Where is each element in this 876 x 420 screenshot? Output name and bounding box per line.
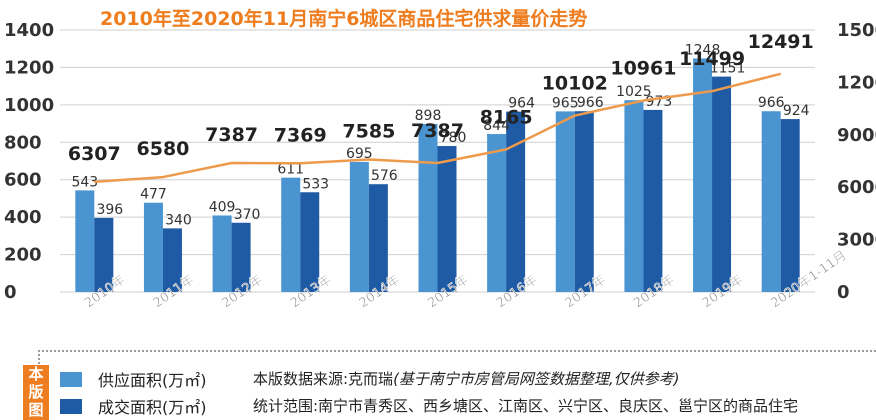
- bar-deal: [300, 192, 320, 292]
- left-axis-tick-label: 800: [4, 132, 42, 153]
- side-tag: 本 版 图: [23, 365, 49, 420]
- bar-supply: [212, 215, 232, 292]
- price-value-label: 10102: [542, 73, 608, 95]
- bar-deal: [368, 184, 388, 292]
- bar-deal: [437, 146, 457, 292]
- price-value-label: 6307: [68, 143, 121, 165]
- legend-label: 成交面积(万㎡): [98, 398, 207, 417]
- bar-value-label-supply: 695: [346, 146, 373, 162]
- bar-supply: [143, 202, 163, 292]
- bar-value-label-supply: 965: [552, 95, 579, 111]
- right-axis-tick-label: 15000: [837, 20, 876, 41]
- side-tag-char: 本: [28, 365, 44, 383]
- right-axis-tick-label: 6000: [837, 177, 876, 198]
- bar-supply: [281, 177, 301, 292]
- bar-value-label-supply: 477: [140, 187, 167, 203]
- bar-value-label-deal: 370: [234, 207, 261, 223]
- legend-swatch-deal: [60, 398, 82, 414]
- divider: [38, 350, 876, 352]
- bar-value-label-deal: 533: [302, 176, 329, 192]
- left-axis-tick-label: 0: [4, 282, 17, 303]
- bar-deal: [162, 228, 182, 292]
- source-detail: (基于南宁市房管局网签数据整理,仅供参考): [393, 370, 680, 388]
- bar-value-label-deal: 1151: [710, 61, 746, 77]
- left-axis-tick-label: 200: [4, 245, 42, 266]
- legend-swatch-supply: [60, 371, 82, 387]
- bar-deal: [506, 111, 526, 292]
- price-value-label: 7387: [205, 124, 258, 146]
- right-axis-tick-label: 0: [837, 282, 850, 303]
- legend-label: 供应面积(万㎡): [98, 371, 207, 390]
- right-axis-tick-label: 12000: [837, 72, 876, 93]
- legend-item-deal: 成交面积(万㎡): [60, 394, 207, 418]
- right-axis-tick-label: 3000: [837, 230, 876, 251]
- price-value-label: 6580: [137, 138, 190, 160]
- price-value-label: 7369: [274, 124, 327, 146]
- bar-supply: [418, 123, 438, 293]
- price-value-label: 12491: [748, 31, 814, 53]
- divider-tick: [38, 350, 40, 364]
- bar-deal: [712, 76, 732, 292]
- bar-deal: [643, 109, 663, 292]
- side-tag-char: 版: [28, 383, 44, 401]
- chart-title: 2010年至2020年11月南宁6城区商品住宅供求量价走势: [100, 8, 588, 30]
- legend-item-supply: 供应面积(万㎡): [60, 367, 207, 391]
- bar-value-label-supply: 543: [71, 174, 98, 190]
- bar-supply: [487, 134, 507, 292]
- bar-value-label-supply: 966: [758, 95, 785, 111]
- bar-supply: [75, 190, 95, 292]
- left-axis-tick-label: 400: [4, 207, 42, 228]
- left-axis-tick-label: 600: [4, 170, 42, 191]
- source-note: 本版数据来源:克而瑞(基于南宁市房管局网签数据整理,仅供参考): [253, 368, 680, 390]
- bar-value-label-deal: 966: [577, 95, 604, 111]
- bar-value-label-supply: 844: [483, 118, 510, 134]
- bar-value-label-deal: 576: [371, 168, 398, 184]
- price-value-label: 7387: [411, 120, 464, 142]
- bar-deal: [231, 222, 251, 292]
- scope-note: 统计范围:南宁市青秀区、西乡塘区、江南区、兴宁区、良庆区、邕宁区的商品住宅: [253, 397, 799, 415]
- bar-supply: [555, 111, 575, 293]
- bar-value-label-supply: 1248: [685, 42, 721, 58]
- left-axis-tick-label: 1000: [4, 95, 54, 116]
- bar-value-label-deal: 780: [440, 130, 467, 146]
- right-axis-tick-label: 9000: [837, 125, 876, 146]
- side-tag-char: 图: [28, 401, 44, 419]
- bar-value-label-supply: 409: [209, 199, 236, 215]
- bar-value-label-deal: 964: [508, 96, 535, 112]
- price-value-label: 7585: [342, 121, 395, 143]
- bar-value-label-deal: 340: [165, 212, 192, 228]
- price-value-label: 8165: [480, 106, 533, 128]
- bar-supply: [693, 58, 713, 293]
- bar-value-label-deal: 924: [783, 103, 810, 119]
- bar-deal: [574, 111, 594, 292]
- bar-deal: [94, 217, 114, 292]
- left-axis-tick-label: 1200: [4, 57, 54, 78]
- bar-supply: [624, 100, 644, 292]
- bar-deal: [780, 119, 800, 292]
- left-axis-tick-label: 1400: [4, 20, 54, 41]
- price-value-label: 11499: [679, 48, 745, 70]
- price-value-label: 10961: [610, 58, 676, 80]
- bar-value-label-deal: 396: [96, 202, 123, 218]
- bar-value-label-supply: 1025: [616, 84, 652, 100]
- source-prefix: 本版数据来源:克而瑞: [253, 370, 394, 388]
- bar-supply: [761, 111, 781, 292]
- bar-value-label-supply: 898: [415, 108, 442, 124]
- bar-value-label-supply: 611: [277, 162, 304, 178]
- chart: 0 200 400 600 800 1000 1200 1400 0 3000 6000 9000 12…: [4, 20, 876, 312]
- bar-supply: [349, 161, 369, 292]
